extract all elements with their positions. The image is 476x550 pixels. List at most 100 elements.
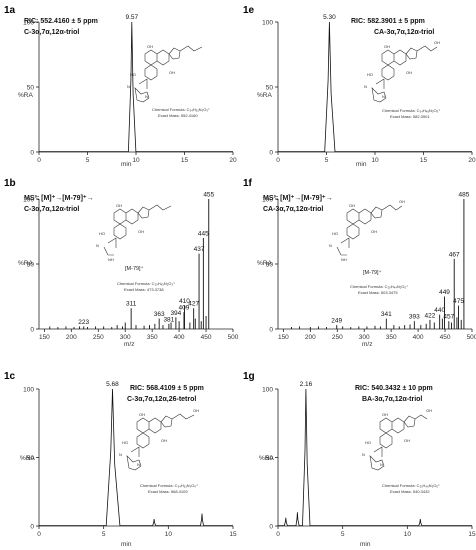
panel-label-1e: 1e: [243, 5, 255, 16]
svg-text:HO: HO: [99, 231, 105, 236]
x-tick-label-1f: 250: [332, 334, 343, 341]
y-axis-label-1c: %RA: [20, 455, 35, 462]
x-tick-label-1c: 5: [102, 531, 106, 538]
svg-text:N: N: [145, 94, 148, 99]
x-tick-label-1g: 10: [404, 531, 412, 538]
x-tick-label-1b: 500: [228, 334, 239, 341]
x-axis-label-1c: min: [121, 541, 132, 548]
peak-label-1f: 449: [439, 289, 450, 296]
x-axis-label-1g: min: [360, 541, 371, 548]
panel-label-1a: 1a: [4, 5, 16, 16]
x-tick-label-1e: 5: [325, 157, 329, 164]
svg-text:OH: OH: [147, 44, 153, 49]
peak-label-1f: 249: [331, 318, 342, 325]
peak-label-1b: 445: [198, 231, 209, 238]
chromatogram-trace-1e: [278, 21, 472, 152]
svg-text:OH: OH: [349, 203, 355, 208]
svg-text:N: N: [362, 452, 365, 457]
peak-label-1f: 475: [453, 298, 464, 305]
x-tick-label-1a: 0: [37, 157, 41, 164]
panel-1g: 1g %RA RIC: 540.3432 ± 10 ppm BA-3α,7α,1…: [243, 371, 440, 548]
ms3-annotation-1b: MS³: [M]⁺→[M-79]⁺→: [24, 195, 94, 202]
svg-text:N: N: [382, 94, 385, 99]
x-tick-label-1e: 0: [276, 157, 280, 164]
peak-label-1a: 9.57: [126, 14, 139, 21]
svg-text:HO: HO: [122, 440, 128, 445]
y-tick-label-1a: 0: [30, 149, 34, 156]
compound-annotation-1b: C-3α,7α,12α-triol: [24, 206, 79, 213]
y-tick-label-1c: 0: [30, 523, 34, 530]
svg-text:OH: OH: [116, 203, 122, 208]
y-tick-label-1f: 50: [266, 261, 274, 268]
svg-text:HO: HO: [365, 440, 371, 445]
compound-annotation-1f: CA-3α,7α,12α-triol: [263, 206, 323, 213]
x-axis-label-1a: min: [121, 161, 132, 168]
y-tick-label-1b: 50: [27, 261, 35, 268]
x-tick-label-1f: 450: [440, 334, 451, 341]
peak-label-1f: 467: [449, 251, 460, 258]
ric-annotation-1c: RIC: 568.4109 ± 5 ppm: [130, 385, 204, 392]
x-tick-label-1b: 200: [66, 334, 77, 341]
x-tick-label-1c: 15: [229, 531, 237, 538]
y-tick-label-1a: 50: [27, 84, 35, 91]
svg-text:NH: NH: [108, 257, 114, 262]
svg-text:N: N: [329, 243, 332, 248]
x-tick-label-1b: 150: [39, 334, 50, 341]
panel-1a: 1a %RA RIC: 552.4160 ± 5 ppm C-3α,7α,12α…: [4, 5, 210, 168]
x-tick-label-1f: 500: [467, 334, 476, 341]
ric-annotation-1a: RIC: 552.4160 ± 5 ppm: [24, 18, 98, 25]
x-tick-label-1b: 250: [93, 334, 104, 341]
svg-text:NH: NH: [341, 257, 347, 262]
ric-annotation-1g: RIC: 540.3432 ± 10 ppm: [355, 385, 433, 392]
panel-1f: 1f %RA MS³: [M]⁺→[M-79]⁺→ CA-3α,7α,12α-t…: [243, 178, 408, 348]
svg-text:OH: OH: [169, 70, 175, 75]
peak-label-1b: 455: [203, 192, 214, 199]
x-tick-label-1a: 20: [229, 157, 237, 164]
x-axis-label-1e: min: [356, 161, 367, 168]
peak-label-1b: 394: [170, 310, 181, 317]
x-tick-label-1b: 300: [120, 334, 131, 341]
exact-mass-1a: Exact Mass: 552.4160: [158, 113, 198, 118]
peak-label-1b: 223: [78, 319, 89, 326]
svg-text:N: N: [96, 243, 99, 248]
peak-label-1b: 427: [188, 301, 199, 308]
svg-text:OH: OH: [384, 44, 390, 49]
y-tick-label-1e: 50: [266, 84, 274, 91]
svg-text:N: N: [127, 84, 130, 89]
x-tick-label-1c: 0: [37, 531, 41, 538]
molecule-structure-1c: OH OH HO OH N N: [119, 408, 199, 471]
fragment-ion-label-1b: [M-79]⁺: [125, 265, 144, 272]
svg-text:N: N: [380, 462, 383, 467]
molecule-structure-1e: OH OH HO OH N N: [364, 40, 440, 103]
panel-1e: 1e %RA RIC: 582.3901 ± 5 ppm CA-3α,7α,12…: [243, 5, 440, 168]
x-tick-label-1f: 400: [413, 334, 424, 341]
compound-annotation-1a: C-3α,7α,12α-triol: [24, 29, 79, 36]
x-tick-label-1e: 10: [371, 157, 379, 164]
panel-1c: 1c %RA RIC: 568.4109 ± 5 ppm C-3α,7α,12α…: [4, 371, 204, 548]
panel-label-1c: 1c: [4, 371, 16, 382]
svg-text:OH: OH: [139, 412, 145, 417]
panel-1b: 1b %RA MS³: [M]⁺→[M-79]⁺→ C-3α,7α,12α-tr…: [4, 178, 175, 348]
x-tick-label-1b: 400: [174, 334, 185, 341]
y-axis-label-1e: %RA: [257, 92, 272, 99]
x-tick-label-1a: 5: [86, 157, 90, 164]
peak-label-1b: 437: [194, 246, 205, 253]
formula-1b: Chemical Formula: C₂₉H₄₅N₂O₃⁺: [117, 281, 175, 286]
x-tick-label-1f: 350: [386, 334, 397, 341]
y-tick-label-1a: 100: [23, 19, 34, 26]
chromatogram-trace-1g: [278, 388, 472, 526]
y-tick-label-1g: 50: [266, 455, 274, 462]
y-tick-label-1e: 0: [269, 149, 273, 156]
x-tick-label-1f: 300: [359, 334, 370, 341]
molecule-structure-1b: OH OH HO N NH: [96, 203, 172, 262]
y-axis-label-1a: %RA: [18, 92, 33, 99]
peak-label-1b: 381: [163, 316, 174, 323]
svg-text:N: N: [364, 84, 367, 89]
x-tick-label-1b: 450: [201, 334, 212, 341]
formula-1f: Chemical Formula: C₂₉H₄₄N₂O₅⁺: [350, 284, 408, 289]
compound-annotation-1g: BA-3α,7α,12α-triol: [362, 396, 422, 403]
svg-text:OH: OH: [404, 438, 410, 443]
chromatogram-trace-1a: [39, 21, 233, 152]
